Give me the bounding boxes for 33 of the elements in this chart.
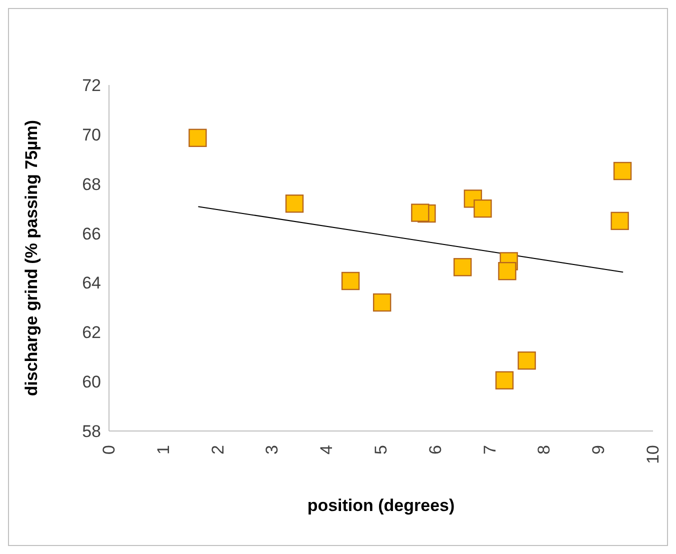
x-tick-label: 6 (426, 445, 445, 454)
y-tick-label: 72 (82, 76, 101, 96)
y-tick-label: 64 (82, 274, 101, 293)
y-tick-label: 66 (82, 224, 101, 244)
point (613, 162, 632, 180)
point (474, 199, 492, 218)
x-tick-label: 4 (317, 445, 336, 454)
y-tick-label: 60 (82, 372, 101, 392)
x-tick-label: 3 (262, 445, 282, 454)
y-tick-label: 68 (82, 174, 101, 194)
y-tick-label: 58 (82, 422, 101, 442)
x-tick-label: 1 (154, 445, 173, 454)
y-tick-label: 70 (82, 125, 101, 144)
x-axis-title: position (degrees) (307, 496, 455, 515)
y-axis-title: discharge grind (% passing 75µm) (22, 120, 42, 396)
y-tick-label: 62 (82, 323, 101, 342)
point (518, 351, 536, 370)
x-tick-label: 2 (208, 445, 228, 454)
point (285, 194, 304, 213)
point (610, 212, 629, 230)
point (498, 262, 516, 280)
x-tick-label: 8 (534, 445, 554, 454)
x-tick-label: 9 (589, 445, 608, 454)
point (341, 272, 360, 290)
point (454, 258, 472, 276)
point (372, 293, 392, 312)
x-tick-label: 0 (100, 445, 118, 454)
x-tick-label: 10 (644, 445, 662, 464)
x-tick-label: 7 (480, 445, 500, 454)
x-tick-label: 5 (372, 445, 390, 454)
point (188, 128, 207, 147)
point (411, 204, 430, 222)
point (495, 371, 514, 390)
